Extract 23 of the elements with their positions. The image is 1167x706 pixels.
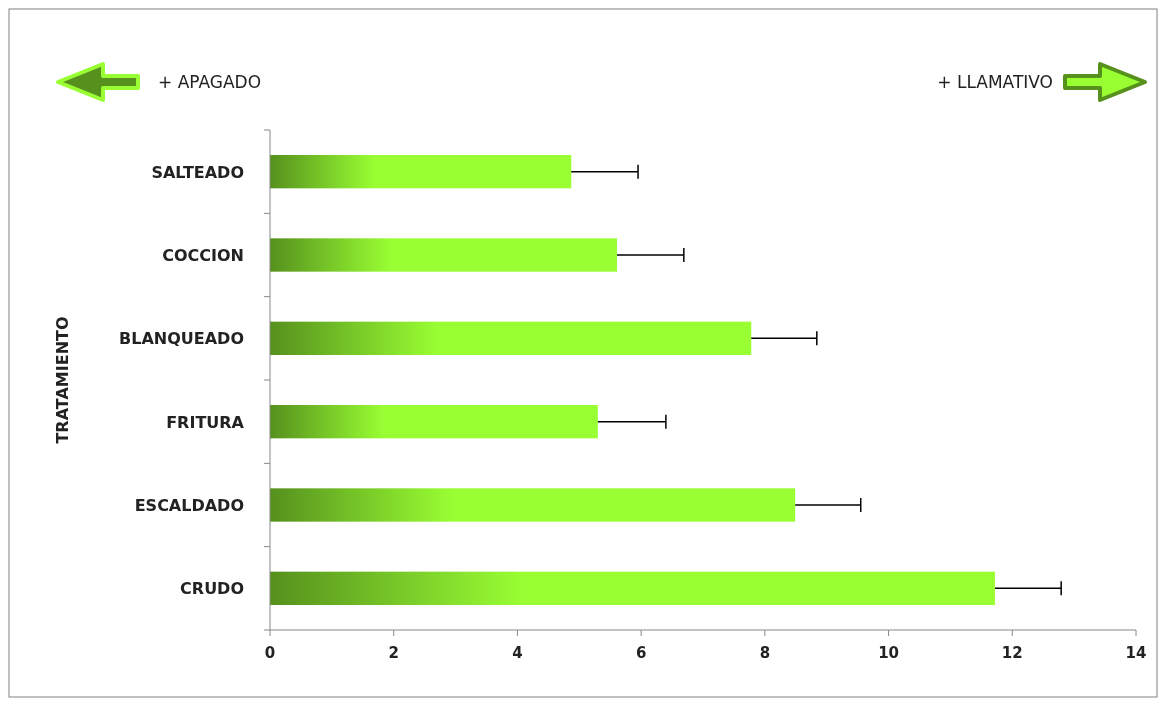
bar — [270, 405, 598, 439]
y-tick-label: FRITURA — [166, 412, 245, 432]
bar — [270, 321, 752, 355]
y-tick-label: CRUDO — [180, 579, 244, 599]
y-tick-label: SALTEADO — [151, 162, 244, 182]
text: + APAGADO — [158, 72, 262, 92]
x-tick-label: 6 — [635, 644, 647, 662]
bar — [270, 238, 618, 272]
x-tick-label: 2 — [388, 644, 399, 662]
y-axis-title: TRATAMIENTO — [53, 316, 72, 444]
x-tick-label: 12 — [1001, 644, 1023, 662]
x-tick-label: 14 — [1125, 644, 1147, 662]
y-tick-label: BLANQUEADO — [119, 329, 244, 349]
x-tick-label: 8 — [759, 644, 771, 662]
y-tick-label: COCCION — [162, 246, 244, 265]
x-tick-label: 10 — [878, 644, 900, 662]
y-tick-label: ESCALDADO — [134, 496, 244, 515]
x-tick-label: 0 — [264, 644, 276, 662]
bar — [270, 488, 796, 522]
x-tick-label: 4 — [512, 644, 523, 662]
text: + LLAMATIVO — [937, 72, 1053, 92]
bar — [270, 571, 995, 605]
bar — [270, 155, 572, 189]
